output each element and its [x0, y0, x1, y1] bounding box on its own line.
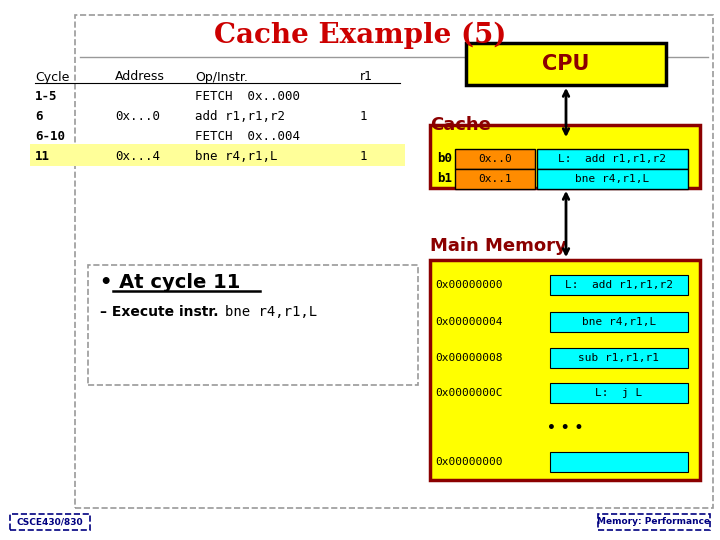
Bar [88, 265, 418, 385]
Bar [466, 43, 666, 85]
Text: FETCH  0x..004: FETCH 0x..004 [195, 130, 300, 143]
Text: FETCH  0x..000: FETCH 0x..000 [195, 90, 300, 103]
Text: bne r4,r1,L: bne r4,r1,L [575, 174, 649, 184]
Text: 0x...4: 0x...4 [115, 150, 160, 163]
Bar [550, 452, 688, 472]
Text: bne r4,r1,L: bne r4,r1,L [225, 305, 317, 319]
Text: bne r4,r1,L: bne r4,r1,L [582, 317, 656, 327]
Text: Cache Example (5): Cache Example (5) [214, 21, 506, 49]
Text: CPU: CPU [542, 54, 590, 74]
Bar [455, 149, 535, 169]
Text: 0x0000000C: 0x0000000C [435, 388, 503, 398]
Text: Cache: Cache [430, 116, 491, 134]
Text: L:  add r1,r1,r2: L: add r1,r1,r2 [558, 154, 666, 164]
Text: 0x00000004: 0x00000004 [435, 317, 503, 327]
Text: add r1,r1,r2: add r1,r1,r2 [195, 110, 285, 123]
Text: 1: 1 [360, 110, 367, 123]
Text: 0x..0: 0x..0 [478, 154, 512, 164]
Text: Address: Address [115, 71, 165, 84]
Bar [550, 275, 688, 295]
Text: 0x00000000: 0x00000000 [435, 280, 503, 290]
Text: b1: b1 [437, 172, 452, 186]
Text: 0x00000000: 0x00000000 [435, 457, 503, 467]
Text: 0x00000008: 0x00000008 [435, 353, 503, 363]
Text: 0x..1: 0x..1 [478, 174, 512, 184]
Bar [550, 312, 688, 332]
Bar [430, 125, 700, 188]
Bar [455, 169, 535, 189]
Text: b0: b0 [437, 152, 452, 165]
Text: 1-5: 1-5 [35, 90, 58, 103]
Text: r1: r1 [360, 71, 373, 84]
Bar [550, 383, 688, 403]
Text: 6-10: 6-10 [35, 130, 65, 143]
Bar [550, 348, 688, 368]
Bar [537, 169, 688, 189]
Text: 0x...0: 0x...0 [115, 110, 160, 123]
Text: Memory: Performance: Memory: Performance [598, 517, 711, 526]
Bar [430, 260, 700, 480]
Text: Op/Instr.: Op/Instr. [195, 71, 248, 84]
Bar [75, 15, 713, 508]
Text: L:  j L: L: j L [595, 388, 643, 398]
Bar [598, 514, 710, 530]
Bar [537, 149, 688, 169]
Text: 1: 1 [360, 150, 367, 163]
Text: bne r4,r1,L: bne r4,r1,L [195, 150, 277, 163]
Text: – Execute instr.: – Execute instr. [100, 305, 218, 319]
Text: • At cycle 11: • At cycle 11 [100, 273, 240, 292]
Bar [10, 514, 90, 530]
Text: Cycle: Cycle [35, 71, 69, 84]
Text: sub r1,r1,r1: sub r1,r1,r1 [578, 353, 660, 363]
Text: • • •: • • • [546, 421, 583, 435]
Text: Main Memory: Main Memory [430, 237, 567, 255]
Text: L:  add r1,r1,r2: L: add r1,r1,r2 [565, 280, 673, 290]
Text: CSCE430/830: CSCE430/830 [17, 517, 84, 526]
Bar [30, 144, 405, 166]
Text: 6: 6 [35, 110, 42, 123]
Text: 11: 11 [35, 150, 50, 163]
